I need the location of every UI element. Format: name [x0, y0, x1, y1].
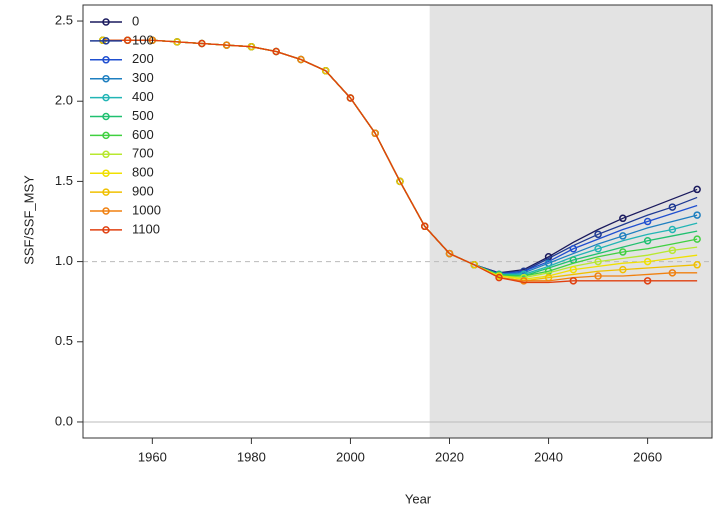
series-marker	[619, 265, 627, 274]
y-tick-label: 2.0	[55, 93, 73, 108]
x-tick-label: 2000	[336, 449, 365, 464]
series-marker	[470, 261, 479, 269]
series-marker	[594, 230, 602, 239]
series-marker	[123, 36, 132, 45]
y-tick-label: 2.5	[55, 12, 73, 27]
series-marker	[693, 211, 701, 219]
legend-marker	[102, 226, 110, 234]
x-axis-label: Year	[405, 491, 432, 506]
legend-label: 600	[132, 127, 154, 142]
series-marker	[594, 257, 602, 266]
y-tick-label: 1.0	[55, 253, 73, 268]
series-marker	[569, 245, 578, 253]
legend-marker	[102, 93, 110, 102]
projection-region	[429, 5, 712, 438]
series-marker	[693, 235, 701, 243]
series-marker	[643, 236, 652, 245]
series-marker	[668, 225, 677, 234]
y-tick-label: 1.5	[55, 173, 73, 188]
series-marker	[520, 277, 528, 285]
series-marker	[594, 245, 602, 253]
x-tick-label: 1980	[237, 449, 266, 464]
legend-label: 100	[132, 32, 154, 47]
series-marker	[569, 277, 578, 285]
legend-label: 900	[132, 184, 154, 199]
legend-label: 1000	[132, 202, 161, 217]
x-tick-label: 1960	[138, 449, 167, 464]
series-marker	[643, 257, 652, 266]
series-marker	[396, 177, 404, 186]
legend-marker	[102, 169, 110, 177]
plot-frame	[82, 4, 713, 439]
x-tick-label: 2020	[435, 449, 464, 464]
series-marker	[693, 261, 701, 269]
legend-label: 300	[132, 70, 154, 85]
series-marker	[569, 265, 578, 274]
series-marker	[420, 222, 429, 231]
series-line	[102, 39, 698, 284]
series-marker	[668, 269, 677, 277]
series-marker	[297, 55, 305, 64]
series-marker	[619, 214, 627, 223]
legend-marker	[102, 150, 110, 159]
legend-marker	[102, 207, 110, 215]
legend-marker	[102, 56, 110, 64]
y-tick-label: 0.5	[55, 333, 73, 348]
y-tick-label: 0.0	[55, 413, 73, 428]
series-marker	[693, 185, 701, 194]
series-marker	[619, 232, 627, 240]
series-marker	[668, 246, 677, 255]
legend-marker	[102, 112, 110, 121]
series-marker	[668, 203, 677, 211]
legend-label: 1100	[132, 221, 160, 236]
series-marker	[198, 39, 206, 48]
x-tick-label: 2040	[534, 449, 563, 464]
legend-label: 700	[132, 146, 154, 161]
legend-marker	[102, 131, 110, 140]
series-marker	[643, 277, 652, 285]
series-marker	[346, 94, 355, 102]
x-tick-label: 2060	[633, 449, 662, 464]
series-marker	[619, 248, 627, 256]
legend-label: 500	[132, 108, 154, 123]
series-marker	[321, 67, 330, 75]
series-marker	[445, 249, 454, 258]
legend-marker	[102, 74, 110, 83]
legend-marker	[102, 37, 110, 45]
legend-marker	[102, 18, 110, 26]
legend-label: 0	[132, 13, 139, 28]
legend-label: 200	[132, 51, 154, 66]
series-marker	[495, 273, 503, 282]
legend-marker	[102, 188, 110, 196]
y-axis-label: SSF/SSF_MSY	[21, 175, 36, 265]
series-marker	[272, 47, 280, 56]
series-marker	[371, 129, 379, 138]
legend-label: 400	[132, 89, 154, 104]
series-marker	[643, 217, 652, 226]
legend-label: 800	[132, 165, 154, 180]
series-marker	[594, 272, 602, 280]
